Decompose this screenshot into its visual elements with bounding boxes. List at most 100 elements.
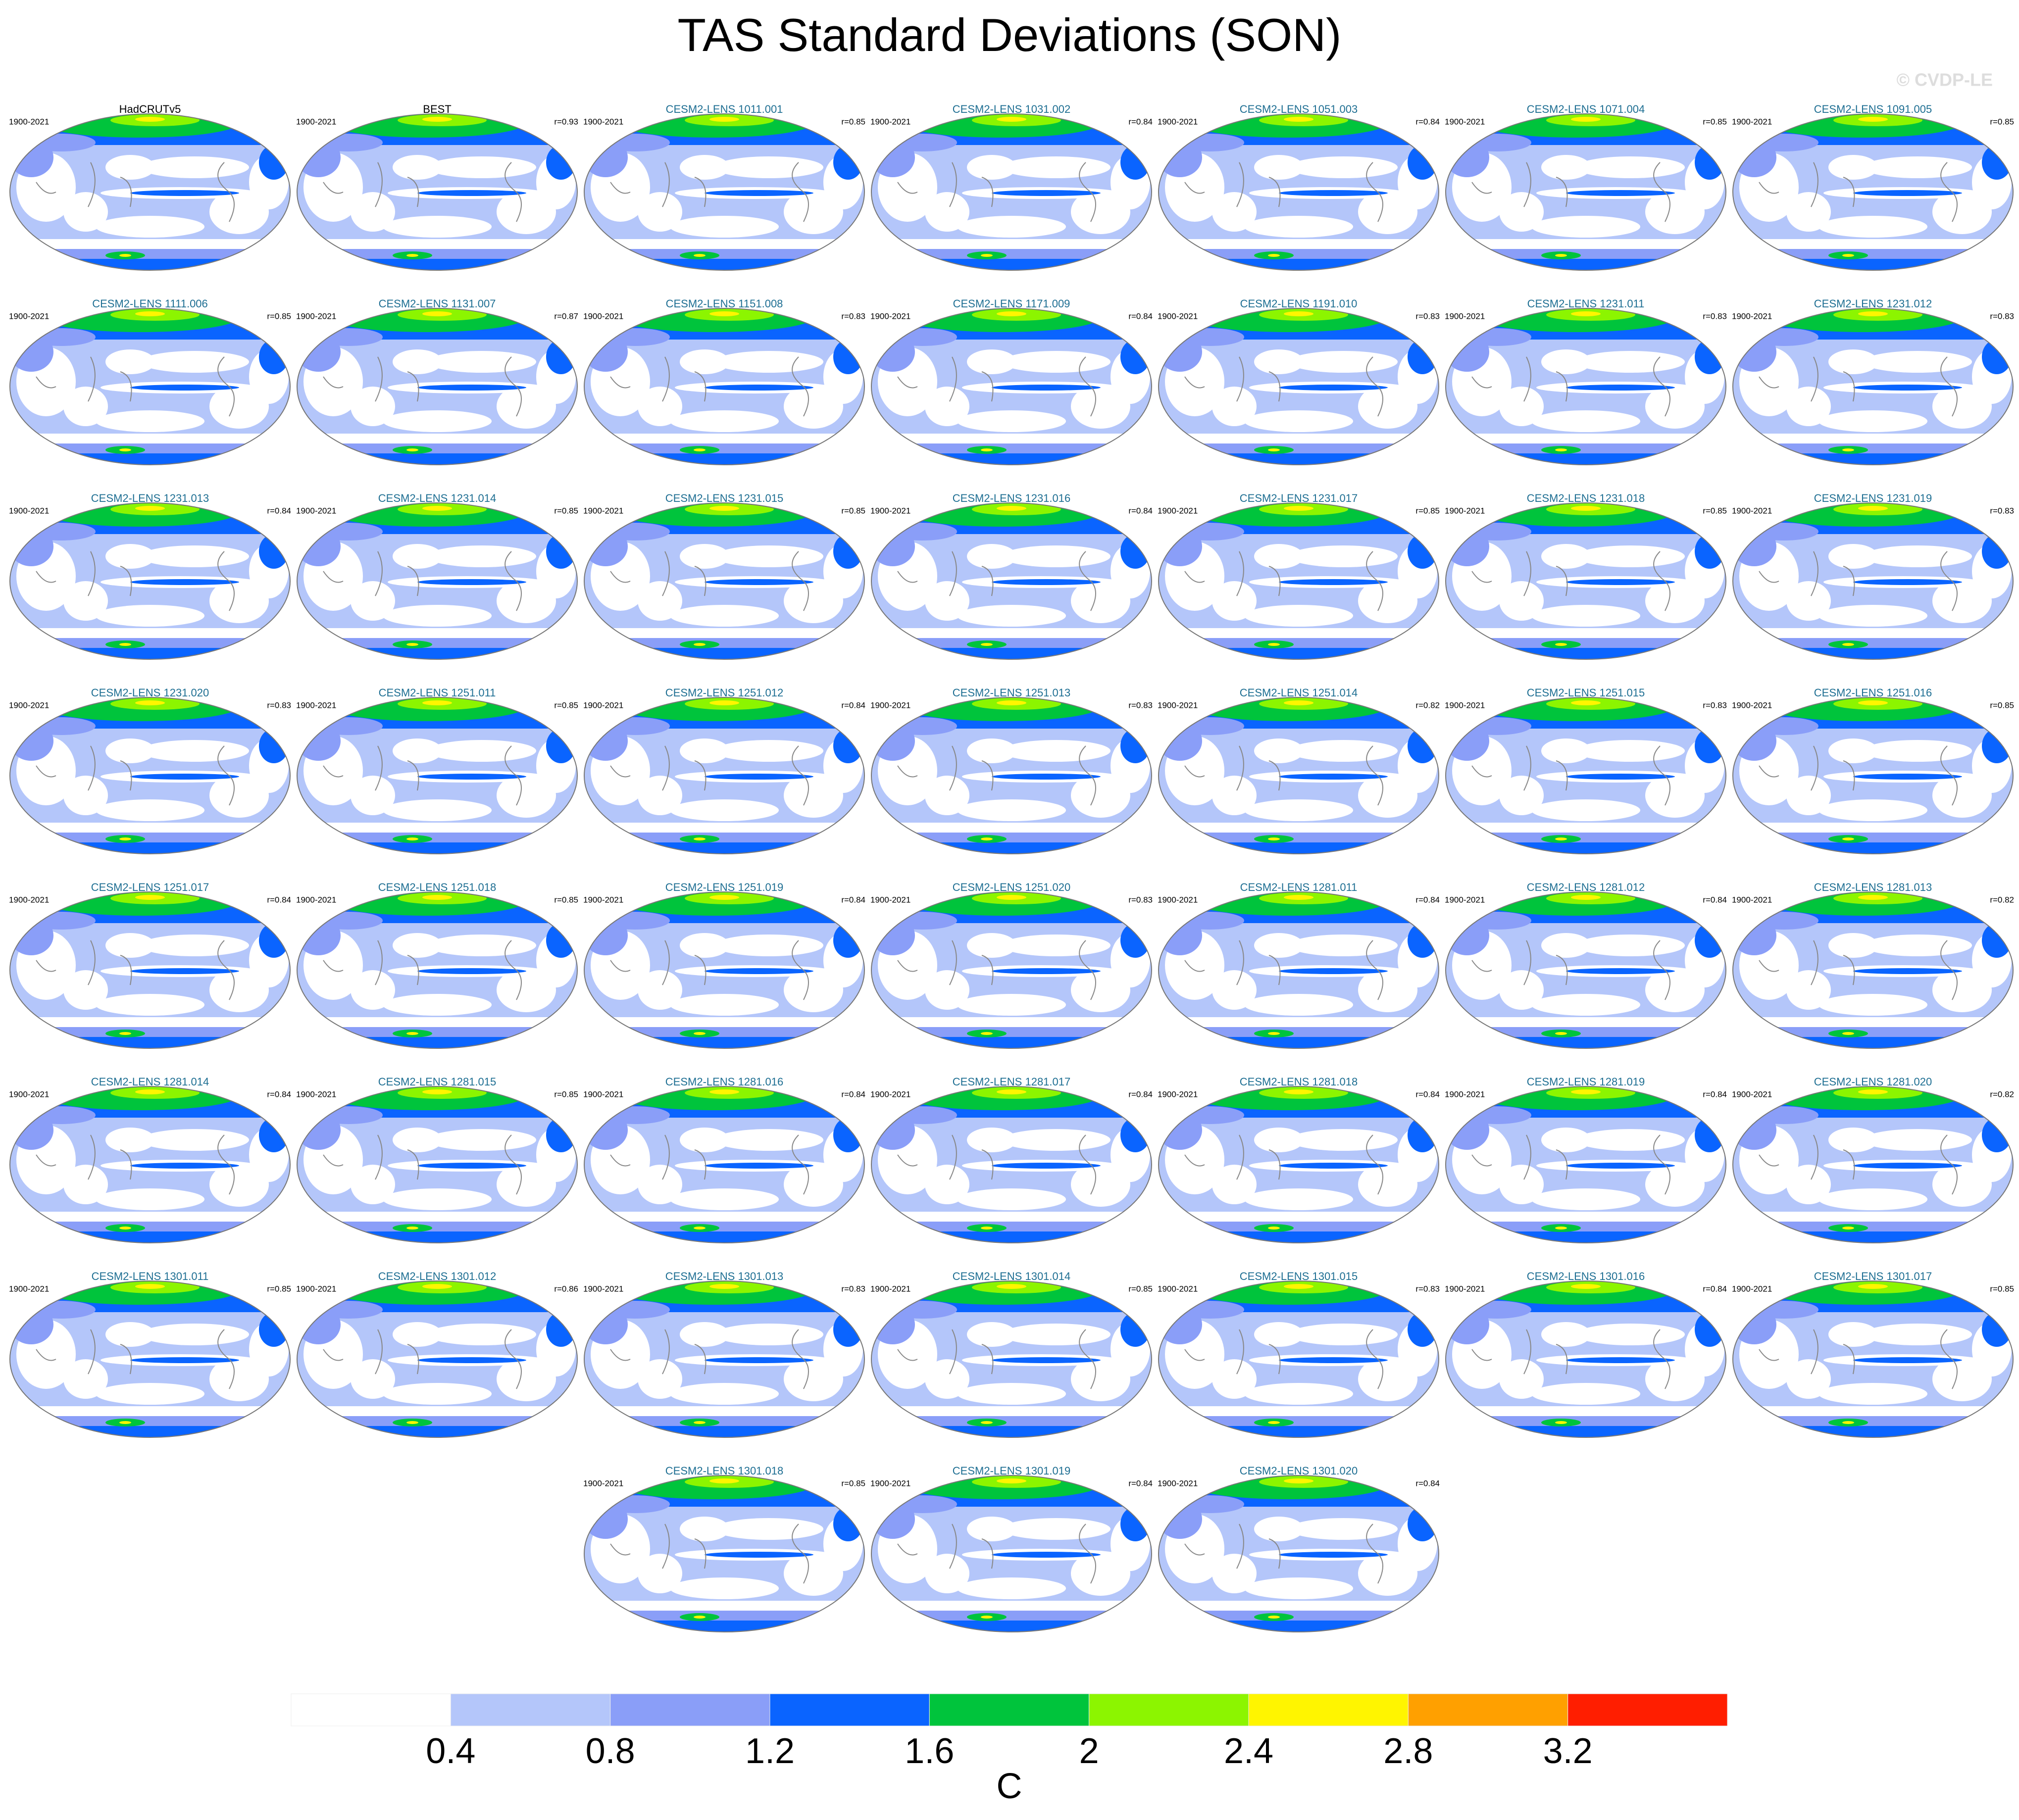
colorbar-box bbox=[1408, 1693, 1568, 1726]
panel-title: CESM2-LENS 1231.019 bbox=[1814, 492, 1932, 504]
map bbox=[6, 691, 294, 857]
correlation-label: r=0.85 bbox=[1990, 700, 2014, 710]
period-label: 1900-2021 bbox=[1732, 1089, 1772, 1099]
panel-title: CESM2-LENS 1301.011 bbox=[92, 1270, 209, 1282]
map bbox=[1155, 497, 1442, 663]
map-panel: HadCRUTv5 1900-2021 bbox=[6, 103, 294, 274]
map bbox=[6, 302, 294, 468]
map bbox=[294, 691, 581, 857]
map-panel: CESM2-LENS 1281.011 1900-2021 r=0.84 bbox=[1155, 881, 1442, 1052]
period-label: 1900-2021 bbox=[296, 895, 336, 904]
panel-title: CESM2-LENS 1251.011 bbox=[379, 687, 496, 699]
correlation-label: r=0.85 bbox=[554, 895, 578, 904]
correlation-label: r=0.84 bbox=[1703, 1284, 1727, 1293]
period-label: 1900-2021 bbox=[870, 1284, 910, 1293]
correlation-label: r=0.85 bbox=[1415, 506, 1440, 515]
map-panel: CESM2-LENS 1051.003 1900-2021 r=0.84 bbox=[1155, 103, 1442, 274]
map bbox=[581, 691, 868, 857]
map bbox=[1155, 691, 1442, 857]
correlation-label: r=0.83 bbox=[841, 311, 865, 321]
panel-title: CESM2-LENS 1281.017 bbox=[953, 1076, 1070, 1088]
correlation-label: r=0.85 bbox=[267, 1284, 291, 1293]
period-label: 1900-2021 bbox=[296, 117, 336, 126]
map bbox=[6, 886, 294, 1052]
period-label: 1900-2021 bbox=[1158, 117, 1198, 126]
colorbar-tick-label: 2 bbox=[1079, 1731, 1099, 1771]
colorbar-box bbox=[929, 1693, 1090, 1726]
correlation-label: r=0.82 bbox=[1415, 700, 1440, 710]
panel-title: CESM2-LENS 1251.017 bbox=[91, 881, 209, 893]
map-panel: CESM2-LENS 1071.004 1900-2021 r=0.85 bbox=[1442, 103, 1729, 274]
correlation-label: r=0.84 bbox=[841, 895, 865, 904]
panel-title: CESM2-LENS 1131.007 bbox=[379, 297, 496, 310]
panel-title: CESM2-LENS 1171.009 bbox=[953, 297, 1070, 310]
map-panel: CESM2-LENS 1231.017 1900-2021 r=0.85 bbox=[1155, 492, 1442, 663]
period-label: 1900-2021 bbox=[583, 311, 623, 321]
correlation-label: r=0.84 bbox=[1415, 117, 1440, 126]
map-panel: CESM2-LENS 1301.017 1900-2021 r=0.85 bbox=[1729, 1270, 2017, 1441]
panel-title: CESM2-LENS 1301.019 bbox=[953, 1465, 1070, 1477]
map bbox=[1442, 691, 1729, 857]
correlation-label: r=0.84 bbox=[267, 1089, 291, 1099]
map-panel: CESM2-LENS 1281.012 1900-2021 r=0.84 bbox=[1442, 881, 1729, 1052]
map bbox=[1442, 886, 1729, 1052]
map-panel: CESM2-LENS 1301.015 1900-2021 r=0.83 bbox=[1155, 1270, 1442, 1441]
map bbox=[581, 1081, 868, 1246]
period-label: 1900-2021 bbox=[9, 117, 49, 126]
period-label: 1900-2021 bbox=[1158, 1478, 1198, 1488]
correlation-label: r=0.82 bbox=[1990, 1089, 2014, 1099]
map bbox=[581, 302, 868, 468]
map-panel: CESM2-LENS 1301.016 1900-2021 r=0.84 bbox=[1442, 1270, 1729, 1441]
map-panel: BEST 1900-2021 r=0.93 bbox=[294, 103, 581, 274]
colorbar-box bbox=[450, 1693, 611, 1726]
watermark: © CVDP-LE bbox=[1896, 70, 1993, 90]
map bbox=[1442, 302, 1729, 468]
map-panel: CESM2-LENS 1131.007 1900-2021 r=0.87 bbox=[294, 297, 581, 468]
period-label: 1900-2021 bbox=[9, 311, 49, 321]
correlation-label: r=0.84 bbox=[841, 700, 865, 710]
map bbox=[294, 1081, 581, 1246]
map-panel: CESM2-LENS 1251.020 1900-2021 r=0.83 bbox=[868, 881, 1155, 1052]
correlation-label: r=0.83 bbox=[267, 700, 291, 710]
panel-title: CESM2-LENS 1091.005 bbox=[1814, 103, 1932, 115]
period-label: 1900-2021 bbox=[296, 311, 336, 321]
map bbox=[1442, 1081, 1729, 1246]
colorbar-tick-label: 1.6 bbox=[905, 1731, 954, 1771]
correlation-label: r=0.83 bbox=[1128, 895, 1153, 904]
correlation-label: r=0.85 bbox=[1990, 117, 2014, 126]
period-label: 1900-2021 bbox=[1158, 506, 1198, 515]
map bbox=[1155, 1081, 1442, 1246]
map bbox=[1155, 1275, 1442, 1441]
period-label: 1900-2021 bbox=[1445, 700, 1485, 710]
period-label: 1900-2021 bbox=[870, 700, 910, 710]
map-panel: CESM2-LENS 1301.013 1900-2021 r=0.83 bbox=[581, 1270, 868, 1441]
correlation-label: r=0.83 bbox=[1703, 700, 1727, 710]
panel-title: CESM2-LENS 1251.013 bbox=[953, 687, 1070, 699]
period-label: 1900-2021 bbox=[870, 1089, 910, 1099]
map-panel: CESM2-LENS 1301.014 1900-2021 r=0.85 bbox=[868, 1270, 1155, 1441]
panel-title: HadCRUTv5 bbox=[119, 103, 181, 115]
panel-title: CESM2-LENS 1251.014 bbox=[1240, 687, 1358, 699]
correlation-label: r=0.84 bbox=[1128, 311, 1153, 321]
correlation-label: r=0.86 bbox=[554, 1284, 578, 1293]
period-label: 1900-2021 bbox=[583, 700, 623, 710]
correlation-label: r=0.84 bbox=[841, 1089, 865, 1099]
panel-title: CESM2-LENS 1231.012 bbox=[1814, 297, 1932, 310]
period-label: 1900-2021 bbox=[1732, 311, 1772, 321]
map-panel: CESM2-LENS 1231.011 1900-2021 r=0.83 bbox=[1442, 297, 1729, 468]
period-label: 1900-2021 bbox=[870, 895, 910, 904]
correlation-label: r=0.85 bbox=[841, 506, 865, 515]
correlation-label: r=0.93 bbox=[554, 117, 578, 126]
period-label: 1900-2021 bbox=[870, 311, 910, 321]
map-panel: CESM2-LENS 1281.019 1900-2021 r=0.84 bbox=[1442, 1076, 1729, 1246]
period-label: 1900-2021 bbox=[1445, 1089, 1485, 1099]
map bbox=[581, 1275, 868, 1441]
map-panel: CESM2-LENS 1301.019 1900-2021 r=0.84 bbox=[868, 1465, 1155, 1635]
correlation-label: r=0.82 bbox=[1990, 895, 2014, 904]
map-panel: CESM2-LENS 1281.013 1900-2021 r=0.82 bbox=[1729, 881, 2017, 1052]
map bbox=[1442, 108, 1729, 274]
panel-title: CESM2-LENS 1191.010 bbox=[1240, 297, 1358, 310]
panel-title: CESM2-LENS 1301.020 bbox=[1240, 1465, 1358, 1477]
map bbox=[294, 886, 581, 1052]
